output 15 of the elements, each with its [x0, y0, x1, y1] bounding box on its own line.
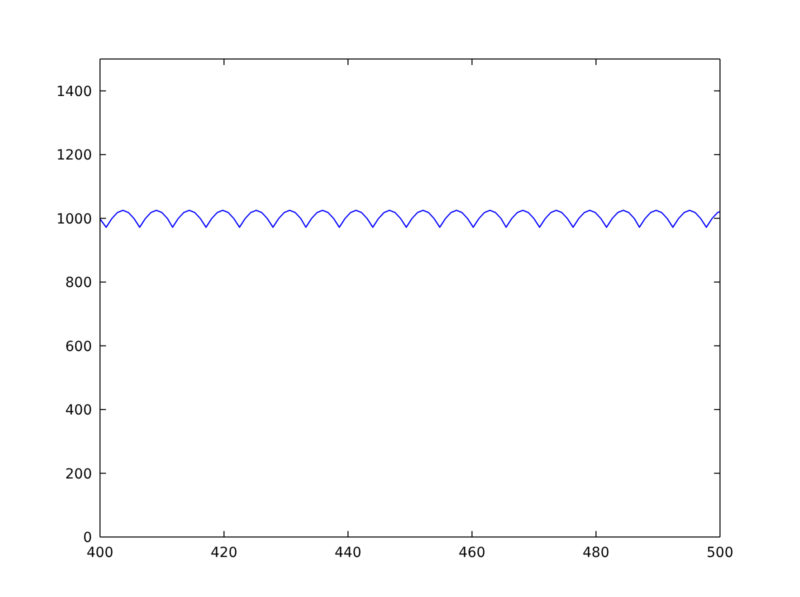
x-tick-label: 500 [706, 545, 734, 561]
y-tick-label: 400 [65, 402, 92, 419]
x-tick-label: 480 [582, 545, 610, 561]
x-tick-label: 460 [458, 545, 486, 561]
y-tick-label: 600 [65, 338, 92, 355]
y-tick-label: 200 [65, 466, 92, 482]
x-tick-label: 420 [210, 545, 238, 561]
y-tick-label: 0 [83, 530, 92, 546]
y-tick-label: 800 [65, 275, 92, 292]
x-tick-label: 400 [86, 545, 114, 561]
line-series [100, 210, 720, 228]
x-tick-label: 440 [334, 545, 362, 561]
y-tick-label: 1400 [56, 84, 92, 100]
y-tick-label: 1200 [56, 148, 92, 164]
y-tick-label: 1000 [56, 211, 92, 228]
